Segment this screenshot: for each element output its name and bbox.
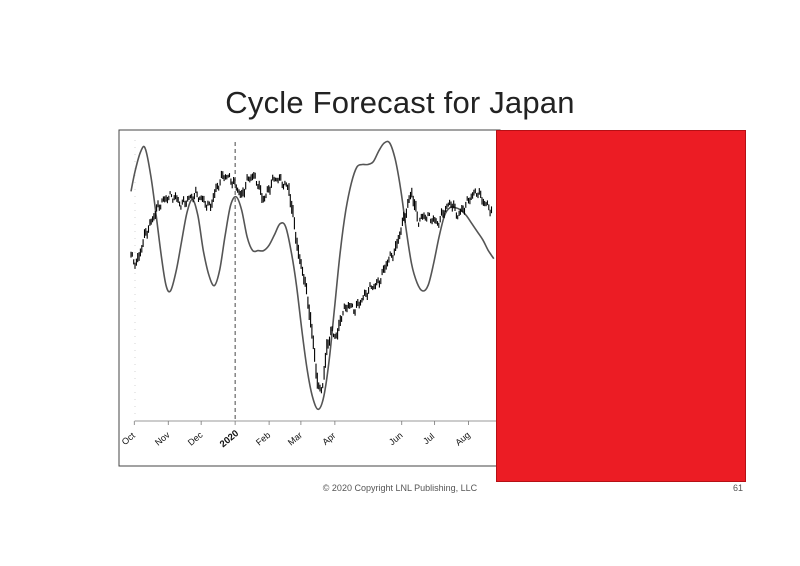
slide-title: Cycle Forecast for Japan: [225, 85, 575, 120]
page-number: 61: [733, 483, 744, 493]
copyright-footer: © 2020 Copyright LNL Publishing, LLC: [322, 483, 478, 493]
redaction-box: [496, 130, 746, 482]
chart-frame: [118, 129, 501, 467]
cycle-forecast-line: [130, 140, 495, 411]
